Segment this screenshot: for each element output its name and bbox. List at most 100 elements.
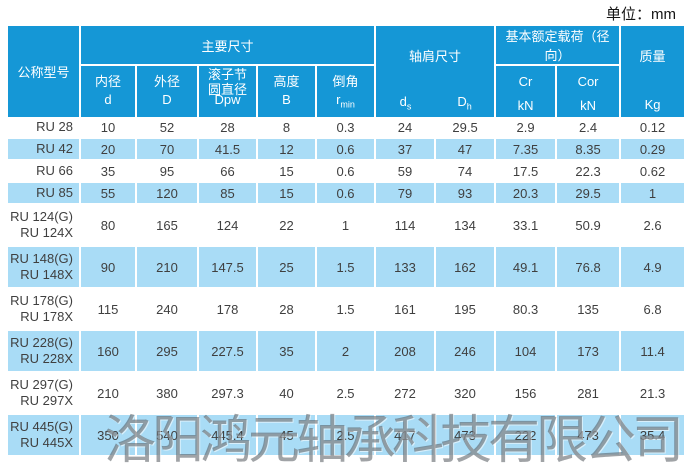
table-row: RU 85 55 120 85 15 0.6 79 93 20.3 29.5 1 [8,182,686,205]
cell: 20 [80,138,137,161]
group-header-main-dims: 主要尺寸 [80,26,377,66]
bearing-spec-table: 公称型号 主要尺寸 轴肩尺寸 ds Dh 基本额定载荷（径向） 质量 Kg 内径… [8,26,686,457]
cell: 114 [375,204,437,247]
cell: 29.5 [435,117,497,139]
cell: 2.6 [620,204,686,247]
table-row: RU 148(G) RU 148X 90 210 147.5 25 1.5 133 162 49… [8,246,686,289]
cell: 208 [375,330,437,373]
cell: 28 [198,117,258,139]
cell: 29.5 [556,182,622,205]
col-header-mass: 质量 Kg [620,26,686,117]
cell: 2.4 [556,117,622,139]
cell: 417 [375,414,437,457]
cell: 4.9 [620,246,686,289]
model-cell: RU 66 [8,160,81,183]
model-cell: RU 228(G) RU 228X [8,330,81,373]
cell: 95 [136,160,199,183]
col-header-bore: 内径 d [80,65,137,117]
cell: 8.35 [556,138,622,161]
group-header-load-rating: 基本额定载荷（径向） [495,26,622,66]
cell: 17.5 [495,160,558,183]
col-header-cr: Cr kN [495,65,558,117]
cell: 35 [257,330,317,373]
cell: 240 [136,288,199,331]
cell: 162 [435,246,497,289]
model-cell: RU 85 [8,182,81,205]
table-row: RU 445(G) RU 445X 350 540 445.4 45 2.5 417 473 2… [8,414,686,457]
cell: 79 [375,182,437,205]
cell: 160 [80,330,137,373]
cell: 246 [435,330,497,373]
model-cell: RU 42 [8,138,81,161]
table-row: RU 28 10 52 28 8 0.3 24 29.5 2.9 2.4 0.12 [8,117,686,139]
cell: 297.3 [198,372,258,415]
cell: 2 [316,330,377,373]
group-header-shoulder-dims: 轴肩尺寸 ds Dh [375,26,497,117]
cell: 222 [495,414,558,457]
cell: 45 [257,414,317,457]
cell: 0.3 [316,117,377,139]
table-row: RU 228(G) RU 228X 160 295 227.5 35 2 208 246 104… [8,330,686,373]
cell: 0.12 [620,117,686,139]
cell: 133 [375,246,437,289]
cell: 37 [375,138,437,161]
cell: 10 [80,117,137,139]
cell: 49.1 [495,246,558,289]
cell: 85 [198,182,258,205]
cell: 11.4 [620,330,686,373]
cell: 0.29 [620,138,686,161]
cell: 12 [257,138,317,161]
cell: 22.3 [556,160,622,183]
cell: 59 [375,160,437,183]
cell: 281 [556,372,622,415]
cell: 1 [620,182,686,205]
col-symbol-ds: ds [399,94,412,112]
cell: 90 [80,246,137,289]
unit-label: 单位：mm [606,6,676,23]
table-row: RU 178(G) RU 178X 115 240 178 28 1.5 161 195 80.… [8,288,686,331]
cell: 165 [136,204,199,247]
cell: 2.5 [316,414,377,457]
cell: 47 [435,138,497,161]
cell: 178 [198,288,258,331]
cell: 0.6 [316,182,377,205]
cell: 156 [495,372,558,415]
cell: 74 [435,160,497,183]
cell: 210 [80,372,137,415]
col-header-pitch-dia: 滚子节 圆直径 Dpw [198,65,258,117]
cell: 104 [495,330,558,373]
cell: 50.9 [556,204,622,247]
cell: 22 [257,204,317,247]
shoulder-dims-title: 轴肩尺寸 [409,49,462,64]
table-header: 公称型号 主要尺寸 轴肩尺寸 ds Dh 基本额定载荷（径向） 质量 Kg 内径… [8,26,686,117]
mass-title: 质量 [639,49,666,64]
cell: 115 [80,288,137,331]
cell: 93 [435,182,497,205]
cell: 66 [198,160,258,183]
cell: 124 [198,204,258,247]
cell: 1 [316,204,377,247]
cell: 173 [556,330,622,373]
cell: 295 [136,330,199,373]
cell: 24 [375,117,437,139]
cell: 2.9 [495,117,558,139]
cell: 161 [375,288,437,331]
cell: 28 [257,288,317,331]
cell: 1.5 [316,288,377,331]
cell: 380 [136,372,199,415]
cell: 272 [375,372,437,415]
cell: 135 [556,288,622,331]
cell: 147.5 [198,246,258,289]
cell: 350 [80,414,137,457]
col-symbol-dh: Dh [457,94,472,112]
col-header-model: 公称型号 [8,26,81,117]
model-cell: RU 445(G) RU 445X [8,414,81,457]
cell: 7.35 [495,138,558,161]
cell: 120 [136,182,199,205]
cell: 6.8 [620,288,686,331]
table-row: RU 66 35 95 66 15 0.6 59 74 17.5 22.3 0.62 [8,160,686,183]
cell: 55 [80,182,137,205]
col-header-chamfer: 倒角 rmin [316,65,377,117]
cell: 33.1 [495,204,558,247]
model-cell: RU 28 [8,117,81,139]
